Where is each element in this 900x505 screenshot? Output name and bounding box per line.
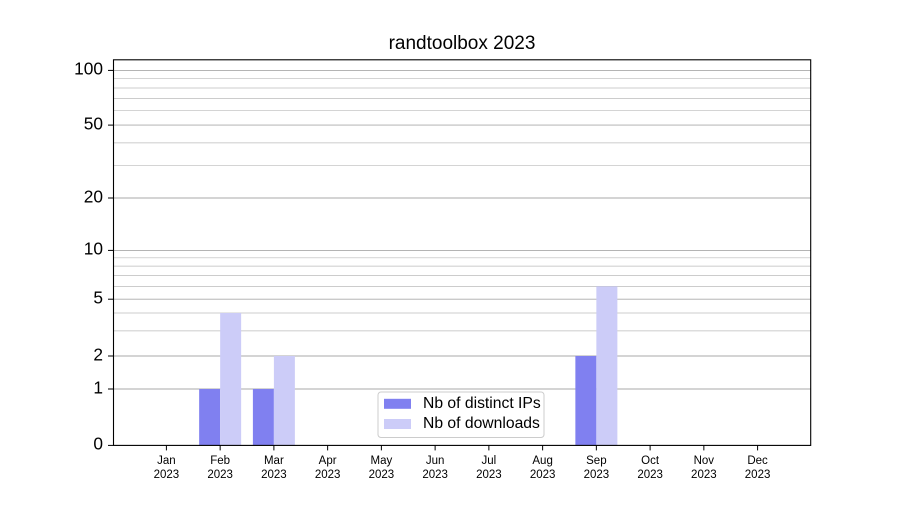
svg-text:2023: 2023 <box>530 469 556 481</box>
svg-text:2023: 2023 <box>154 469 180 481</box>
svg-text:Mar: Mar <box>264 455 284 467</box>
svg-text:10: 10 <box>84 239 103 259</box>
svg-text:Oct: Oct <box>641 455 660 467</box>
svg-text:Nov: Nov <box>694 455 715 467</box>
svg-text:randtoolbox 2023: randtoolbox 2023 <box>389 33 536 54</box>
svg-text:Nb of downloads: Nb of downloads <box>423 415 540 432</box>
svg-text:Jul: Jul <box>482 455 497 467</box>
svg-text:Apr: Apr <box>319 455 337 467</box>
svg-text:2023: 2023 <box>637 469 663 481</box>
svg-text:May: May <box>371 455 393 467</box>
svg-text:0: 0 <box>93 434 103 454</box>
svg-text:Aug: Aug <box>532 455 552 467</box>
svg-text:2023: 2023 <box>745 469 771 481</box>
svg-text:2023: 2023 <box>584 469 610 481</box>
svg-text:Jun: Jun <box>426 455 445 467</box>
svg-text:Sep: Sep <box>586 455 606 467</box>
svg-text:2023: 2023 <box>315 469 341 481</box>
svg-text:20: 20 <box>84 186 103 206</box>
svg-text:2023: 2023 <box>476 469 502 481</box>
svg-text:2: 2 <box>93 344 103 364</box>
svg-text:50: 50 <box>84 113 103 133</box>
svg-text:5: 5 <box>93 288 103 308</box>
svg-text:2023: 2023 <box>207 469 233 481</box>
svg-text:Dec: Dec <box>747 455 768 467</box>
svg-text:2023: 2023 <box>422 469 448 481</box>
svg-text:2023: 2023 <box>369 469 395 481</box>
svg-text:2023: 2023 <box>261 469 287 481</box>
svg-text:Feb: Feb <box>210 455 230 467</box>
svg-text:100: 100 <box>74 59 103 79</box>
svg-text:1: 1 <box>93 377 103 397</box>
svg-text:Nb of distinct IPs: Nb of distinct IPs <box>423 395 541 412</box>
svg-text:2023: 2023 <box>691 469 717 481</box>
svg-text:Jan: Jan <box>157 455 176 467</box>
